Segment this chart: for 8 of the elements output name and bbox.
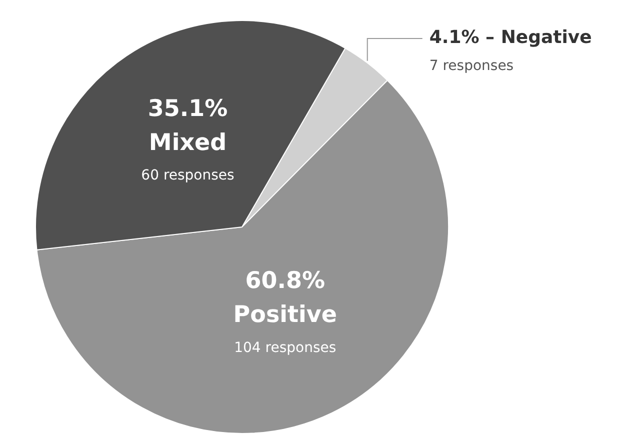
slice-label: 4.1% – Negative: [429, 27, 592, 48]
slice-label: Mixed: [148, 130, 227, 156]
data-label: 35.1%: [148, 96, 228, 122]
text: 104 responses: [234, 340, 336, 356]
text: 60 responses: [141, 168, 234, 184]
slice-label: Positive: [233, 302, 337, 328]
data-label: 60.8%: [245, 268, 326, 294]
text: 7 responses: [429, 58, 514, 74]
